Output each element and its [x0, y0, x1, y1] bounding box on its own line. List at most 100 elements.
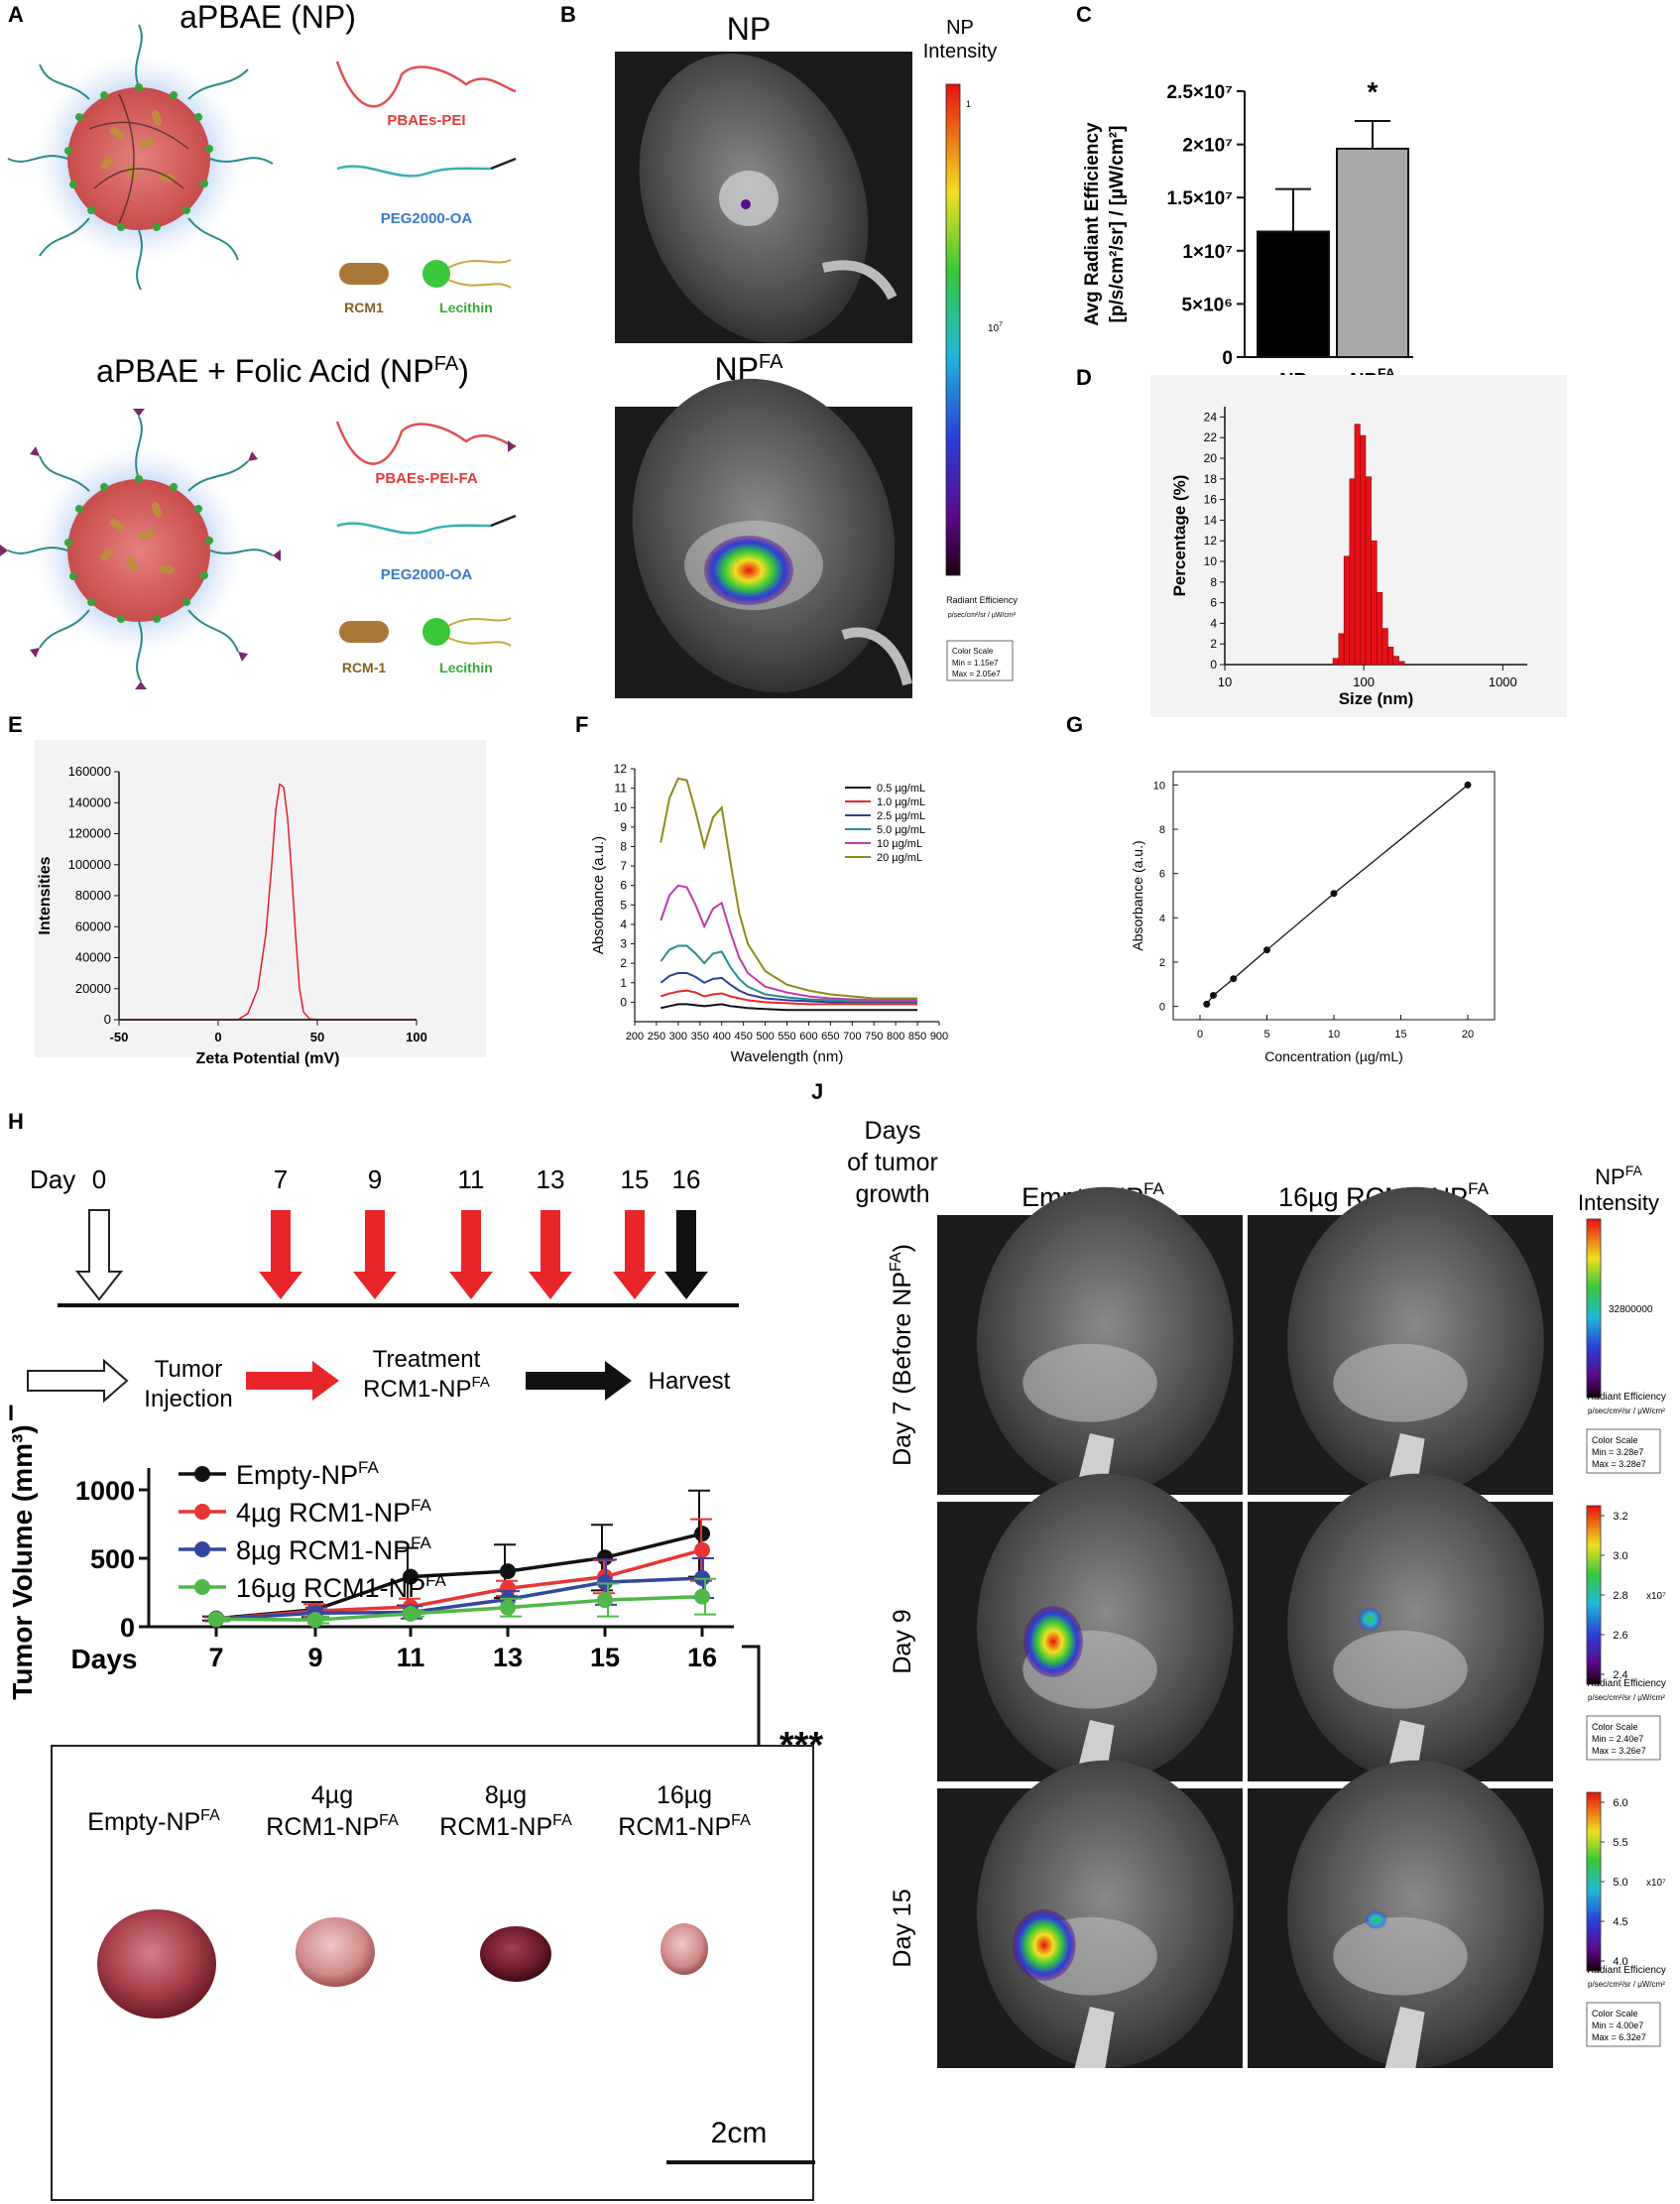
- y-tick-label: 20: [1204, 451, 1218, 465]
- x-tick-label: 15: [1394, 1029, 1406, 1041]
- data-point: [307, 1612, 323, 1629]
- bar-chart-radiant-efficiency: 05×10⁶1×10⁷1.5×10⁷2×10⁷2.5×10⁷NPNPFA*Avg…: [1082, 76, 1413, 392]
- lecithin-sphere-icon: [422, 260, 450, 288]
- x-tick-label: 11: [397, 1643, 425, 1672]
- y-tick-label: 160000: [68, 764, 111, 779]
- panel-letter-b: B: [560, 2, 576, 27]
- y-tick-label: 0: [120, 1613, 135, 1643]
- row-label: Day 9: [889, 1609, 916, 1673]
- panel-b-radiant-title: Radiant Efficiency: [946, 595, 1018, 605]
- mouse-body: [977, 1473, 1234, 1781]
- y-tick-label: 100000: [68, 857, 111, 872]
- panel-b-color-scale: [945, 83, 961, 576]
- mouse-leg: [1384, 2006, 1425, 2068]
- legend-label: 0.5 µg/mL: [877, 783, 925, 795]
- y-tick-label: 0: [1210, 658, 1217, 672]
- y-tick-label: 500: [90, 1544, 135, 1574]
- y-tick-label: 12: [1204, 534, 1218, 548]
- color-scale-min: Min = 4.00e7: [1592, 2020, 1643, 2030]
- histogram-bar: [1365, 476, 1372, 666]
- legend-label: 10 µg/mL: [877, 838, 922, 850]
- tumor-label-8ug-l1: 8µg: [485, 1781, 527, 1809]
- x-tick-label: 13: [493, 1643, 523, 1672]
- radiant-efficiency-units: p/sec/cm²/sr / µW/cm²: [1588, 1693, 1665, 1702]
- panel-a-legend-bottom: PBAEs-PEI-FA PEG2000-OA RCM-1 Lecithin: [335, 421, 517, 675]
- panel-b-color-scale-label: Color Scale: [952, 647, 994, 656]
- color-scale-max: Max = 6.32e7: [1592, 2032, 1646, 2042]
- color-scale-label: Color Scale: [1592, 1722, 1638, 1732]
- color-scale-max: Max = 3.28e7: [1592, 1459, 1646, 1469]
- panel-b-scale-mid: 107: [988, 321, 1003, 334]
- x-tick-label: 16: [687, 1643, 717, 1672]
- x-tick-label: 200: [626, 1031, 644, 1042]
- treatment-marker: [259, 1210, 302, 1299]
- y-tick-label: 60000: [75, 918, 111, 933]
- timeline-day-label: Day: [30, 1164, 75, 1194]
- scatter-chart-calibration: 0 2 4 6 8 10 0 5 10 15 20 Concentration (µg/mL) Abso…: [1130, 771, 1496, 1064]
- panel-a-title-npfa: aPBAE + Folic Acid (NPFA): [96, 353, 469, 389]
- panel-j-scale-title-2: Intensity: [1578, 1190, 1659, 1215]
- harvest-marker: [664, 1210, 708, 1299]
- x-tick-label: 100: [406, 1030, 427, 1044]
- y-tick-label: 0: [104, 1012, 111, 1027]
- panel-a: A aPBAE (NP): [0, 0, 517, 689]
- plot-background: [35, 740, 486, 1057]
- x-axis-label: Wavelength (nm): [731, 1048, 844, 1065]
- x-tick-label: 1000: [1489, 674, 1517, 689]
- color-scale-tick: 3.2: [1613, 1511, 1627, 1523]
- color-scale-tick: 5.5: [1613, 1837, 1627, 1849]
- data-point: [597, 1574, 613, 1591]
- color-scale-tick: 4.0: [1613, 1956, 1627, 1968]
- histogram-bar: [1360, 434, 1367, 666]
- color-scale-bar: [1586, 1505, 1602, 1685]
- legend-label: 4µg RCM1-NPFA: [236, 1496, 432, 1528]
- histogram-bar: [1343, 555, 1351, 666]
- x-tick-label: 50: [310, 1030, 324, 1044]
- line-chart-tumor-volume: 0 500 1000 7 9 11 13 15 16 Days Tumor Volume (mm³)…: [7, 1424, 823, 1823]
- y-tick-label: 40000: [75, 950, 111, 965]
- radiant-efficiency-units: p/sec/cm²/sr / µW/cm²: [1588, 1407, 1665, 1415]
- tumor-label-4ug-l1: 4µg: [311, 1781, 353, 1809]
- tumor-label-8ug-l2: RCM1-NPFA: [439, 1812, 572, 1841]
- treatment-marker: [353, 1210, 397, 1299]
- panel-letter-i: I: [8, 1401, 14, 1425]
- legend-tumor-line2: Injection: [144, 1386, 232, 1412]
- mouse-body: [977, 1760, 1234, 2068]
- y-tick-label: 1: [620, 976, 627, 990]
- panel-a-title-np: aPBAE (NP): [180, 0, 356, 35]
- nanoparticle-np-illustration: [7, 24, 274, 291]
- timeline-day-number: 15: [621, 1164, 650, 1194]
- tumor-label-16ug-l2: RCM1-NPFA: [618, 1812, 751, 1841]
- y-tick-label: 4: [1159, 913, 1165, 924]
- y-tick-label: 10: [1153, 780, 1165, 792]
- x-tick-label: 10: [1218, 674, 1232, 689]
- panel-letter-e: E: [8, 712, 23, 737]
- x-tick-label: 600: [799, 1031, 817, 1042]
- color-scale-label: Color Scale: [1592, 1435, 1638, 1445]
- color-scale-box: [1586, 1428, 1661, 1474]
- legend-label: 5.0 µg/mL: [877, 824, 925, 836]
- tumor-label-4ug-l2: RCM1-NPFA: [266, 1812, 399, 1841]
- panel-j-image-grid: Day 7 (Before NPFA) 32800000 Radiant Effic…: [888, 1186, 1666, 2068]
- legend-marker: [194, 1504, 210, 1520]
- legend-lecithin-fa: Lecithin: [439, 660, 493, 675]
- y-tick-label: 8: [1159, 824, 1165, 836]
- y-tick-label: 2: [1210, 637, 1217, 651]
- panel-h: H Day 0 7 9 11 13 15 16 Tumor Injection Treatm…: [8, 1109, 739, 1412]
- y-tick-label: 4: [1210, 616, 1217, 630]
- x-tick-label: 15: [590, 1643, 620, 1672]
- color-scale-box: [1586, 1715, 1661, 1761]
- panel-letter-f: F: [575, 712, 588, 737]
- y-tick-label: 5×10⁶: [1181, 295, 1233, 315]
- y-tick-label: 1000: [75, 1476, 135, 1506]
- data-point: [694, 1588, 710, 1605]
- data-point: [1210, 991, 1217, 999]
- panel-b-min: Min = 1.15e7: [952, 659, 999, 668]
- series-line: [660, 777, 918, 1000]
- y-tick-label: 20000: [75, 981, 111, 996]
- legend-pbaes-pei-fa: PBAEs-PEI-FA: [375, 470, 478, 487]
- series-line: [660, 989, 918, 1006]
- x-tick-label: 5: [1263, 1029, 1269, 1041]
- color-scale-exponent: x10⁷: [1646, 1591, 1666, 1602]
